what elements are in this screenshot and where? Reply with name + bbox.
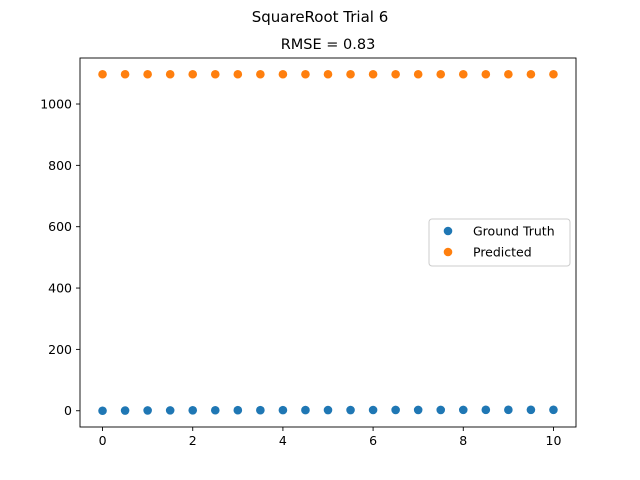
ground-truth-point bbox=[459, 406, 468, 415]
x-tick-label: 0 bbox=[99, 433, 107, 448]
x-tick-label: 8 bbox=[459, 433, 467, 448]
predicted-point bbox=[211, 70, 220, 79]
ground-truth-point bbox=[188, 406, 197, 415]
predicted-point bbox=[549, 70, 558, 79]
y-tick-label: 200 bbox=[48, 342, 72, 357]
predicted-point bbox=[414, 70, 423, 79]
y-tick-label: 1000 bbox=[40, 97, 72, 112]
predicted-point bbox=[143, 70, 152, 79]
ground-truth-point bbox=[527, 405, 536, 414]
ground-truth-point bbox=[143, 406, 152, 415]
ground-truth-point bbox=[436, 406, 445, 415]
ground-truth-point bbox=[549, 405, 558, 414]
predicted-point bbox=[369, 70, 378, 79]
predicted-point bbox=[256, 70, 265, 79]
ground-truth-point bbox=[324, 406, 333, 415]
predicted-point bbox=[504, 70, 513, 79]
ground-truth-point bbox=[234, 406, 243, 415]
legend-marker-ground-truth bbox=[444, 227, 453, 236]
ground-truth-point bbox=[166, 406, 175, 415]
x-tick-label: 2 bbox=[189, 433, 197, 448]
x-tick-label: 6 bbox=[369, 433, 377, 448]
chart-suptitle: SquareRoot Trial 6 bbox=[252, 8, 389, 26]
predicted-point bbox=[482, 70, 491, 79]
ground-truth-point bbox=[121, 406, 130, 415]
ground-truth-point bbox=[301, 406, 310, 415]
ground-truth-point bbox=[414, 406, 423, 415]
ground-truth-series bbox=[98, 405, 558, 415]
ground-truth-point bbox=[279, 406, 288, 415]
ground-truth-point bbox=[391, 406, 400, 415]
legend-label-predicted: Predicted bbox=[473, 245, 532, 260]
predicted-point bbox=[459, 70, 468, 79]
y-tick-label: 800 bbox=[48, 158, 72, 173]
legend-label-ground-truth: Ground Truth bbox=[473, 224, 555, 239]
ground-truth-point bbox=[369, 406, 378, 415]
predicted-point bbox=[279, 70, 288, 79]
chart-title: RMSE = 0.83 bbox=[281, 37, 376, 53]
predicted-point bbox=[166, 70, 175, 79]
predicted-point bbox=[98, 70, 107, 79]
x-tick-label: 4 bbox=[279, 433, 287, 448]
predicted-point bbox=[188, 70, 197, 79]
ground-truth-point bbox=[98, 406, 107, 415]
predicted-point bbox=[121, 70, 130, 79]
ground-truth-point bbox=[504, 406, 513, 415]
predicted-series bbox=[98, 70, 558, 79]
y-tick-label: 600 bbox=[48, 219, 72, 234]
x-tick-label: 10 bbox=[546, 433, 562, 448]
y-tick-label: 0 bbox=[64, 403, 72, 418]
predicted-point bbox=[324, 70, 333, 79]
predicted-point bbox=[391, 70, 400, 79]
predicted-point bbox=[527, 70, 536, 79]
ground-truth-point bbox=[482, 406, 491, 415]
predicted-point bbox=[234, 70, 243, 79]
ground-truth-point bbox=[256, 406, 265, 415]
predicted-point bbox=[436, 70, 445, 79]
y-tick-label: 400 bbox=[48, 281, 72, 296]
predicted-point bbox=[301, 70, 310, 79]
ground-truth-point bbox=[211, 406, 220, 415]
legend-marker-predicted bbox=[444, 248, 453, 257]
legend: Ground Truth Predicted bbox=[429, 219, 570, 266]
ground-truth-point bbox=[346, 406, 355, 415]
predicted-point bbox=[346, 70, 355, 79]
